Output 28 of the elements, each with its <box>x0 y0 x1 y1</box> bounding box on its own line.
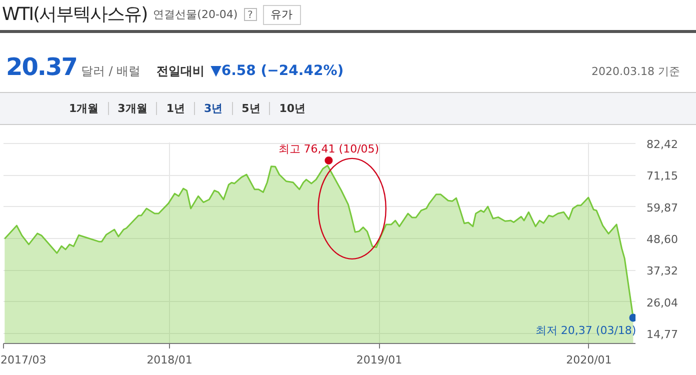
y-tick-label: 71,15 <box>646 170 678 183</box>
text: 10년 <box>269 102 315 115</box>
y-tick-label: 37,32 <box>646 264 678 278</box>
x-tick-label: 2018/01 <box>146 354 192 366</box>
text: 20.37 <box>6 52 77 83</box>
text: 1개월 <box>68 102 100 115</box>
chart-subtitle: 연결선물(20-04) <box>153 7 238 23</box>
text: ? <box>244 8 257 22</box>
text: 2020.03.18 기준 <box>592 64 680 80</box>
text: 1년 <box>156 102 194 115</box>
x-tick-label: 2019/01 <box>356 354 402 366</box>
text: 유가 <box>262 5 301 25</box>
annotation: 최저 20,37 (03/18) <box>535 324 636 337</box>
text: 3년 <box>194 102 232 115</box>
chart-title: WTI(서부텍사스유) <box>2 3 148 27</box>
text: 3개월 <box>108 102 156 115</box>
text: 달러 / 배럴 <box>80 63 141 80</box>
y-tick-label: 59,87 <box>646 201 678 214</box>
y-tick-label: 14,77 <box>646 328 678 341</box>
x-tick-label: 2020/01 <box>566 354 612 366</box>
y-tick-label: 48,60 <box>646 233 678 246</box>
y-tick-label: 82,42 <box>646 138 678 152</box>
x-tick-label: 2017/03 <box>0 354 46 366</box>
text: 5년 <box>232 102 270 115</box>
text: 전일대비 <box>156 63 205 80</box>
y-tick-label: 26,04 <box>646 296 678 310</box>
text: ▼6.58 (−24.42%) <box>210 62 344 81</box>
annotation: 최고 76,41 (10/05) <box>278 142 380 156</box>
